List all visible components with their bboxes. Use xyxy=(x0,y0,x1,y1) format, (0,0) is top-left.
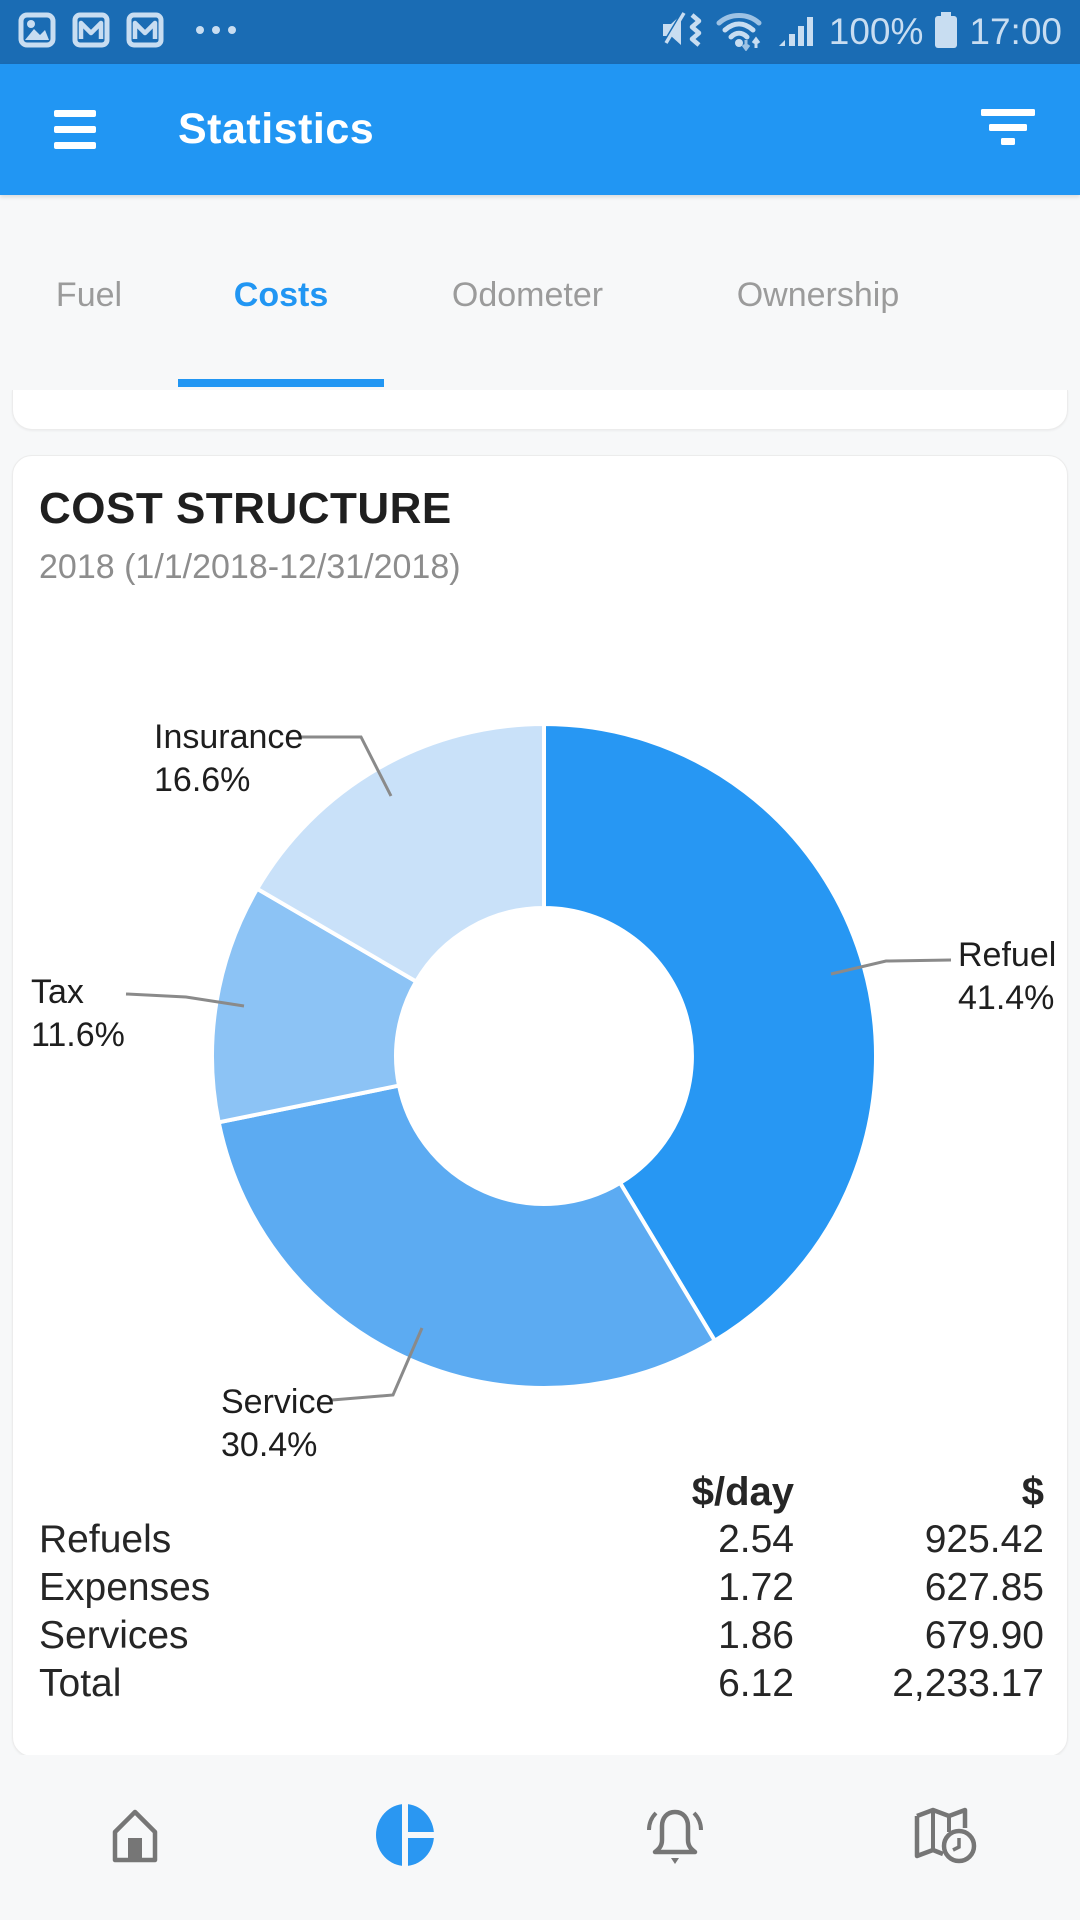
bottom-navigation xyxy=(0,1755,1080,1920)
donut-slice-insurance[interactable] xyxy=(254,721,546,985)
table-row: Expenses 1.72 627.85 xyxy=(39,1566,1044,1609)
tab-odometer[interactable]: Odometer xyxy=(451,276,604,314)
leader-line-tax xyxy=(125,992,245,1008)
tab-costs[interactable]: Costs xyxy=(233,276,329,314)
donut-slices xyxy=(210,721,878,1390)
leader-line-service xyxy=(331,1327,424,1402)
battery-icon xyxy=(933,10,959,55)
nav-reminders-button[interactable] xyxy=(540,1755,810,1920)
cost-table: $/day $ Refuels 2.54 925.42 Expenses 1.7… xyxy=(39,1470,1044,1710)
active-tab-indicator xyxy=(178,379,384,387)
hamburger-menu-icon[interactable] xyxy=(54,110,96,149)
callout-refuel: Refuel 41.4% xyxy=(958,936,1057,1017)
wifi-icon xyxy=(715,9,767,56)
donut-slice-service[interactable] xyxy=(216,1083,718,1390)
table-row: Services 1.86 679.90 xyxy=(39,1614,1044,1657)
nav-home-button[interactable] xyxy=(0,1755,270,1920)
callout-service: Service 30.4% xyxy=(221,1383,335,1464)
mute-vibrate-icon xyxy=(661,10,705,55)
filter-icon[interactable] xyxy=(980,107,1036,152)
previous-card-bottom-edge xyxy=(12,390,1068,430)
callout-insurance: Insurance 16.6% xyxy=(154,718,304,799)
callout-tax: Tax 11.6% xyxy=(31,973,125,1054)
pie-chart-icon xyxy=(373,1802,437,1873)
card-title: COST STRUCTURE xyxy=(39,484,452,533)
cost-structure-card: COST STRUCTURE 2018 (1/1/2018-12/31/2018… xyxy=(12,455,1068,1757)
app-bar: Statistics xyxy=(0,64,1080,195)
gmail-icon xyxy=(126,12,164,53)
tab-ownership[interactable]: Ownership xyxy=(736,276,900,314)
table-row: Total 6.12 2,233.17 xyxy=(39,1662,1044,1705)
tab-fuel[interactable]: Fuel xyxy=(55,276,123,314)
table-row: Refuels 2.54 925.42 xyxy=(39,1518,1044,1561)
battery-percent: 100% xyxy=(828,11,924,52)
nav-statistics-button[interactable] xyxy=(270,1755,540,1920)
signal-icon xyxy=(777,10,819,55)
more-notifications-icon xyxy=(194,23,238,41)
donut-slice-tax[interactable] xyxy=(210,886,419,1125)
map-clock-icon xyxy=(909,1802,981,1873)
tab-bar: Fuel Costs Odometer Ownership xyxy=(0,195,1080,390)
clock-time: 17:00 xyxy=(969,11,1062,52)
nav-map-button[interactable] xyxy=(810,1755,1080,1920)
col-per-day: $/day xyxy=(691,1470,794,1514)
home-icon xyxy=(103,1804,167,1871)
leader-line-refuel xyxy=(830,958,952,976)
page-title: Statistics xyxy=(178,105,375,153)
col-total: $ xyxy=(1021,1470,1044,1514)
status-bar: 100% 17:00 xyxy=(0,0,1080,64)
gallery-icon xyxy=(18,12,56,53)
card-subtitle: 2018 (1/1/2018-12/31/2018) xyxy=(39,548,461,586)
donut-chart[interactable] xyxy=(13,681,1067,1473)
table-header: $/day $ xyxy=(39,1470,1044,1518)
donut-slice-refuel[interactable] xyxy=(542,721,878,1344)
leader-line-insurance xyxy=(301,735,393,797)
bell-icon xyxy=(641,1803,709,1872)
gmail-icon xyxy=(72,12,110,53)
